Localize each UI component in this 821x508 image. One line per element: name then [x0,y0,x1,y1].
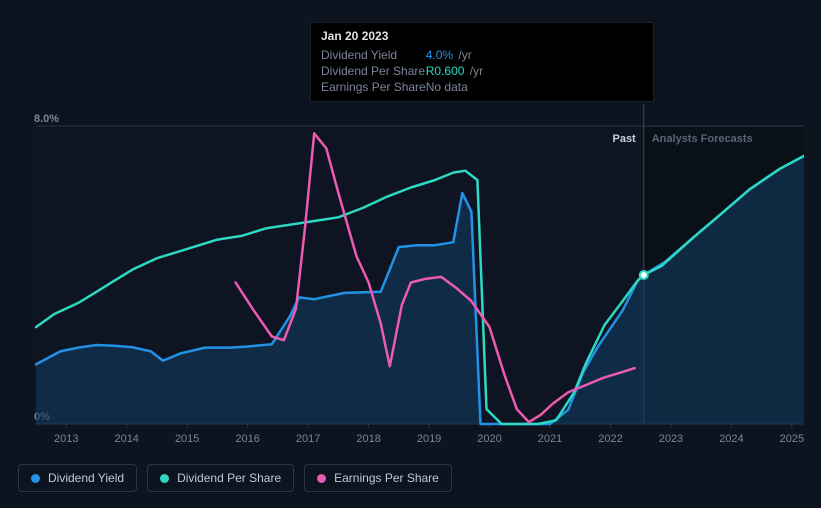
tooltip-rows: Dividend Yield4.0% /yrDividend Per Share… [321,47,483,95]
legend-label: Earnings Per Share [334,471,439,485]
svg-text:2022: 2022 [598,433,622,445]
svg-text:2025: 2025 [780,433,804,445]
legend-item[interactable]: Dividend Yield [18,464,137,492]
tooltip-row-label: Earnings Per Share [321,79,426,95]
legend-label: Dividend Yield [48,471,124,485]
tooltip-row: Dividend Yield4.0% /yr [321,47,483,63]
tooltip-row-value: R0.600 /yr [426,63,483,79]
svg-text:2024: 2024 [719,433,743,445]
tooltip-row-value: 4.0% /yr [426,47,483,63]
tooltip-date: Jan 20 2023 [321,29,643,43]
legend-dot-icon [160,474,169,483]
svg-text:Analysts Forecasts: Analysts Forecasts [652,133,753,145]
legend-label: Dividend Per Share [177,471,281,485]
legend-item[interactable]: Dividend Per Share [147,464,294,492]
svg-text:2019: 2019 [417,433,441,445]
chart-legend: Dividend Yield Dividend Per Share Earnings… [18,464,452,492]
svg-text:2014: 2014 [114,433,138,445]
svg-text:2023: 2023 [659,433,683,445]
svg-text:2020: 2020 [477,433,501,445]
svg-text:8.0%: 8.0% [34,113,59,125]
tooltip-row-label: Dividend Per Share [321,63,426,79]
svg-text:Past: Past [612,133,636,145]
svg-text:2017: 2017 [296,433,320,445]
svg-text:2013: 2013 [54,433,78,445]
tooltip-row-value: No data [426,79,483,95]
chart-tooltip: Jan 20 2023 Dividend Yield4.0% /yrDivide… [310,22,654,102]
legend-dot-icon [317,474,326,483]
dividend-chart: 0%8.0%2013201420152016201720182019202020… [18,104,804,448]
svg-text:2016: 2016 [235,433,259,445]
tooltip-row: Earnings Per ShareNo data [321,79,483,95]
tooltip-row-label: Dividend Yield [321,47,426,63]
legend-item[interactable]: Earnings Per Share [304,464,452,492]
svg-text:2018: 2018 [356,433,380,445]
chart-container: 0%8.0%2013201420152016201720182019202020… [18,104,804,448]
svg-text:2021: 2021 [538,433,562,445]
svg-text:2015: 2015 [175,433,199,445]
tooltip-row: Dividend Per ShareR0.600 /yr [321,63,483,79]
legend-dot-icon [31,474,40,483]
